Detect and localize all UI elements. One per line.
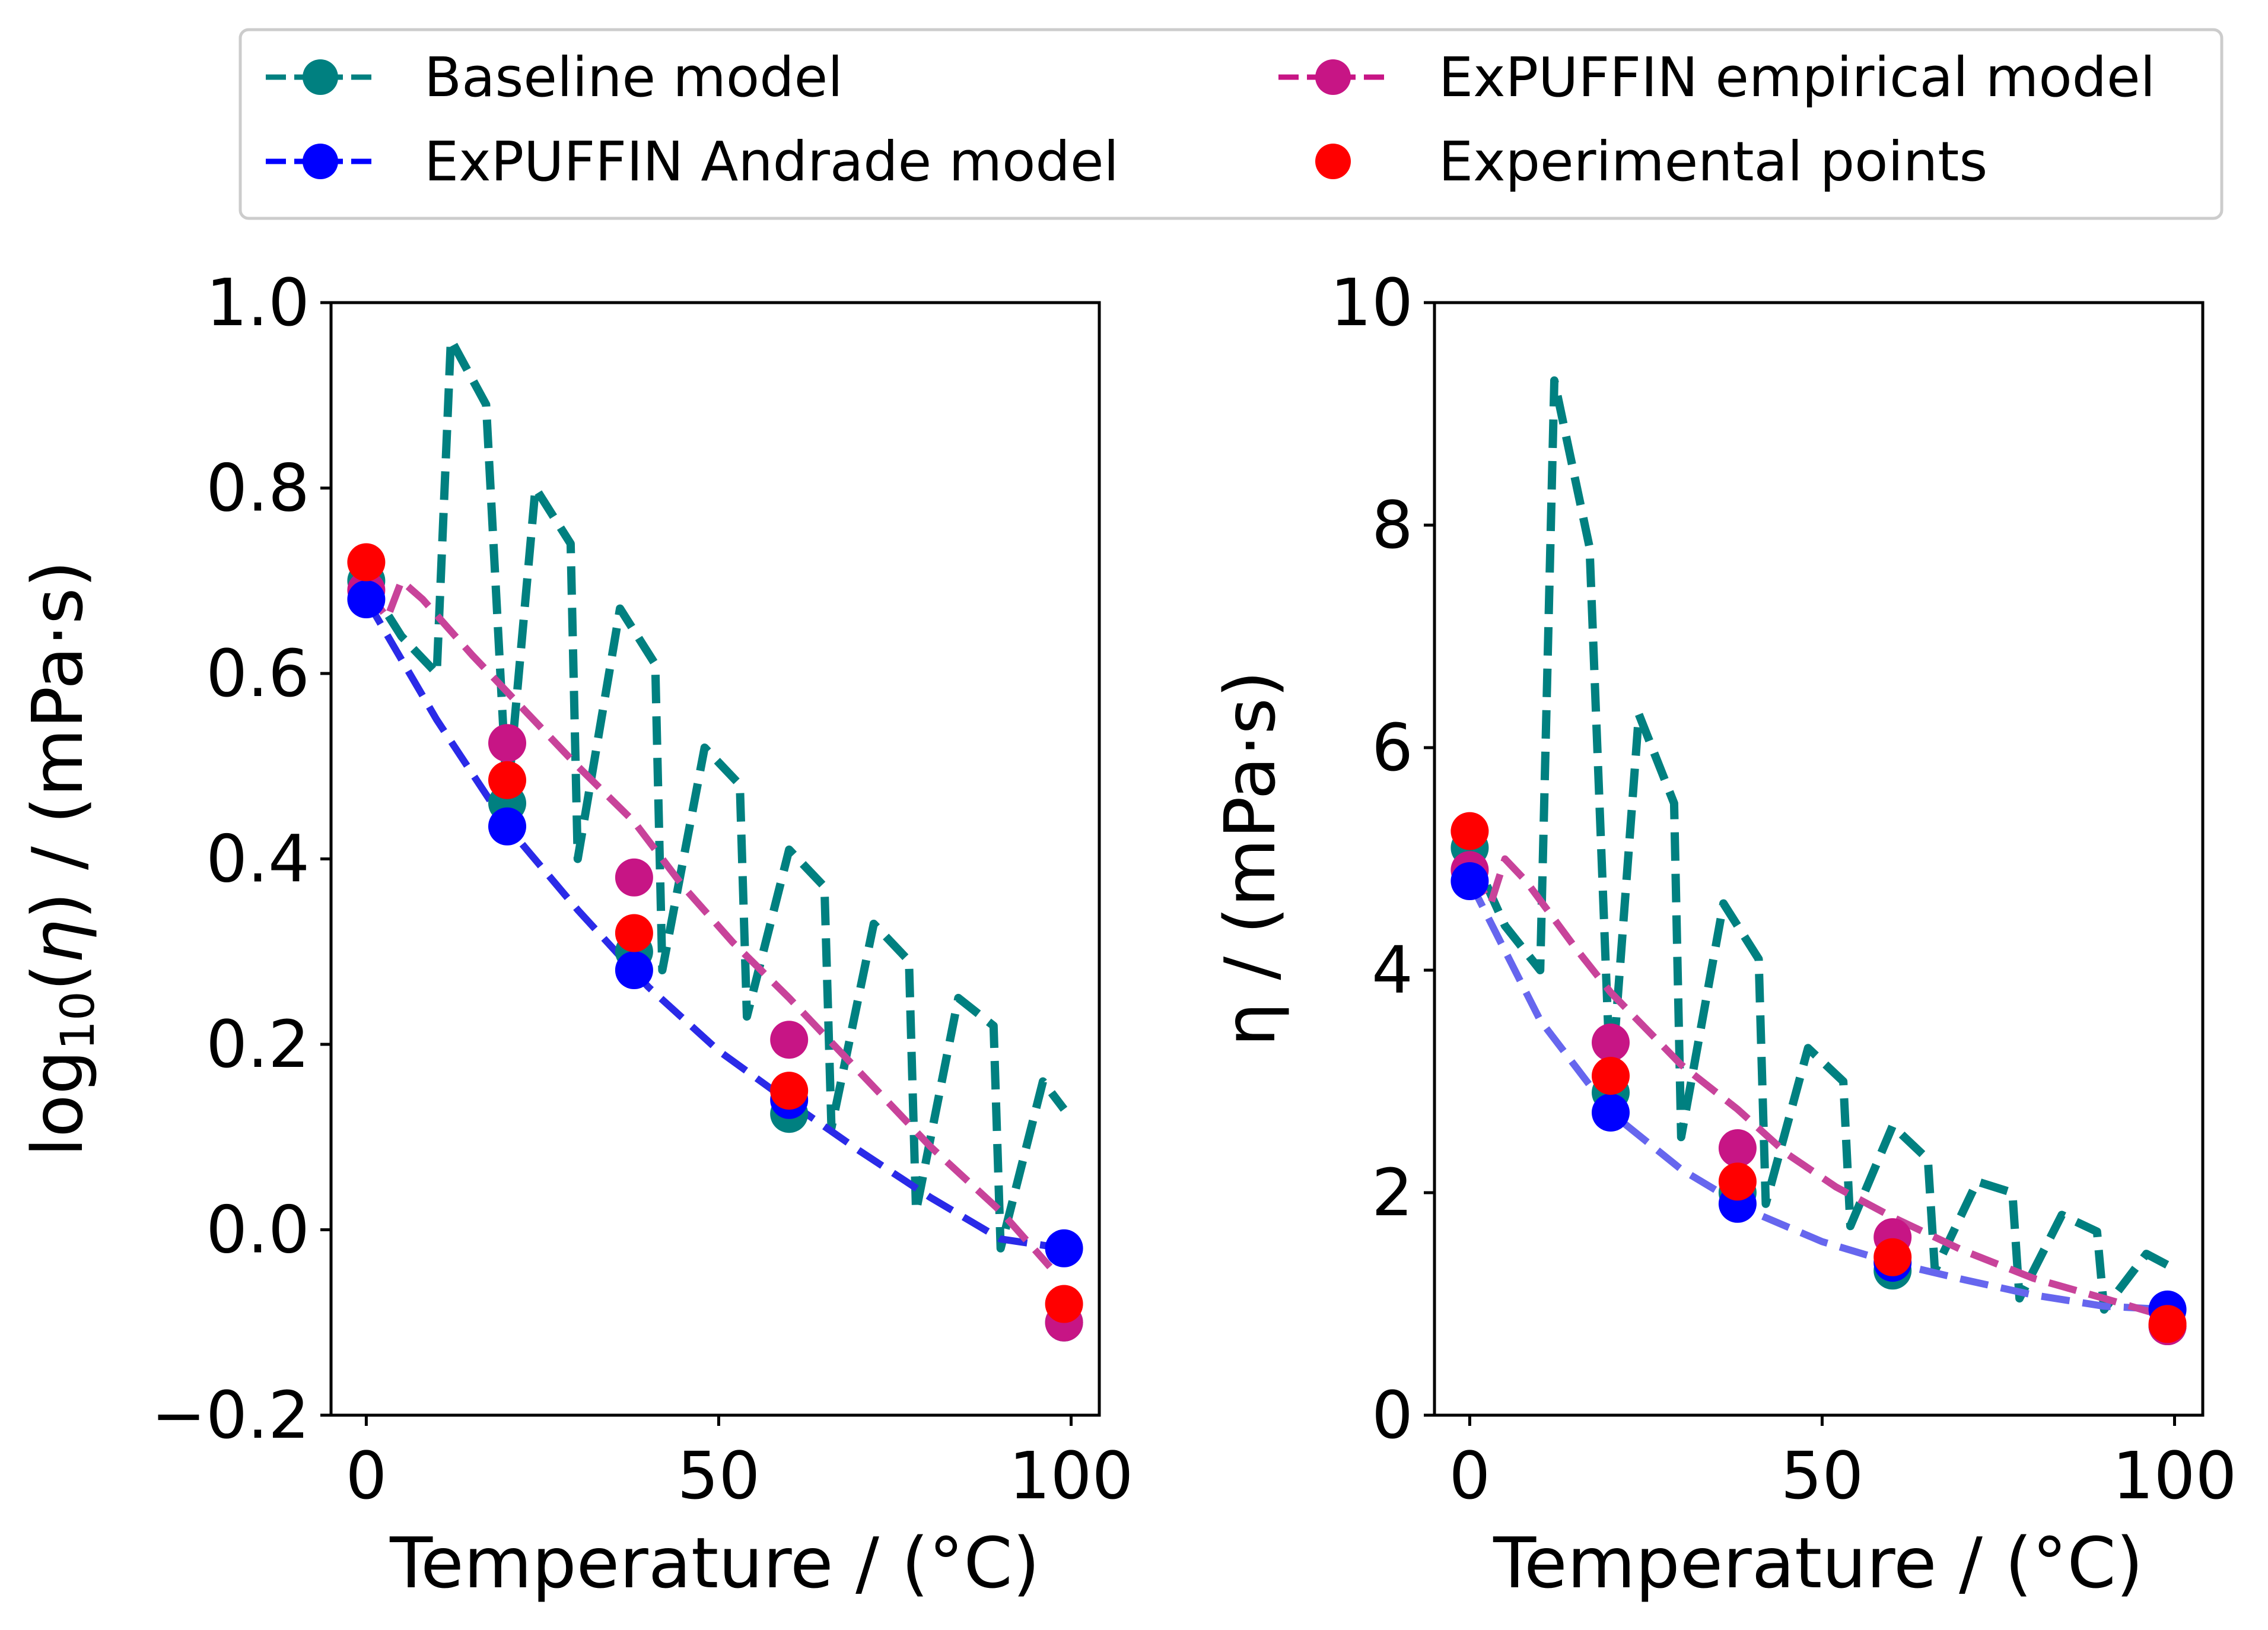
- left-baseline-line: [362, 335, 1068, 1253]
- left-y-label-units: ) / (mPa·s): [17, 561, 98, 920]
- right-x-axis-label: Temperature / (°C): [1493, 1522, 2143, 1604]
- left-empirical-line: [363, 577, 1053, 1269]
- left-experimental-point: [347, 543, 386, 582]
- legend-baseline-label: Baseline model: [424, 46, 843, 109]
- left-x-axis-label: Temperature / (°C): [389, 1522, 1040, 1604]
- left-y-label-var: η: [17, 919, 98, 964]
- right-y-tick-label: 0: [1372, 1377, 1413, 1453]
- right-y-axis-label: η / (mPa·s): [1209, 671, 1291, 1047]
- legend-andrade-marker: [303, 144, 338, 179]
- right-x-tick-label: 0: [1449, 1438, 1490, 1514]
- right-empirical-point: [1718, 1129, 1757, 1167]
- left-experimental-point: [488, 761, 526, 799]
- left-plot-frame: [329, 301, 1101, 1417]
- left-experimental-point: [1045, 1285, 1083, 1323]
- left-y-tick-label: −0.2: [151, 1377, 310, 1453]
- right-empirical-line: [1467, 855, 2155, 1317]
- right-experimental-point: [1592, 1057, 1630, 1095]
- left-y-tick-label: 1.0: [206, 265, 310, 341]
- left-series-layer: [347, 335, 1083, 1342]
- right-axes-layer: 0 50 100 0 2 4 6 8 10: [1330, 265, 2237, 1514]
- left-y-label-paren: (: [17, 964, 98, 991]
- left-y-axis-label: log10(η) / (mPa·s): [17, 561, 105, 1157]
- left-andrade-point: [488, 807, 526, 846]
- left-andrade-point: [347, 580, 386, 618]
- left-empirical-point: [770, 1021, 809, 1059]
- right-baseline-line: [1466, 376, 2170, 1314]
- left-empirical-point: [615, 858, 653, 897]
- left-y-tick-label: 0.0: [206, 1192, 310, 1268]
- right-experimental-point: [2148, 1305, 2187, 1343]
- right-panel: 0 50 100 0 2 4 6 8 10 Temperature / (°C) η / (mP…: [1209, 265, 2237, 1604]
- right-experimental-point: [1873, 1238, 1912, 1276]
- left-experimental-point: [615, 914, 653, 952]
- left-axes-layer: 0 50 100 −0.2 0.0 0.2 0.4 0.6 0.8 1.0: [151, 265, 1134, 1514]
- left-panel: 0 50 100 −0.2 0.0 0.2 0.4 0.6 0.8 1.0 Temperature…: [17, 265, 1133, 1604]
- right-y-tick-label: 8: [1372, 487, 1413, 563]
- legend-experimental-label: Experimental points: [1439, 130, 1987, 193]
- left-y-tick-label: 0.4: [206, 821, 310, 897]
- right-y-tick-label: 10: [1330, 265, 1413, 341]
- left-x-tick-label: 50: [677, 1438, 760, 1514]
- right-series-layer: [1450, 376, 2187, 1345]
- left-andrade-point: [615, 951, 653, 989]
- left-experimental-point: [770, 1072, 809, 1110]
- left-x-tick-label: 0: [345, 1438, 387, 1514]
- right-andrade-point: [1450, 862, 1489, 900]
- right-x-tick-label: 50: [1780, 1438, 1863, 1514]
- left-y-label-func: log: [17, 1050, 98, 1157]
- right-y-tick-label: 4: [1372, 932, 1413, 1008]
- legend: Baseline model ExPUFFIN empirical model …: [238, 28, 2224, 220]
- left-y-label-sub: 10: [52, 991, 105, 1050]
- legend-experimental-marker: [1315, 144, 1351, 179]
- legend-andrade-label: ExPUFFIN Andrade model: [424, 130, 1119, 193]
- right-andrade-point: [1592, 1094, 1630, 1132]
- left-andrade-point: [1045, 1229, 1083, 1267]
- left-empirical-point: [488, 724, 526, 762]
- legend-empirical-label: ExPUFFIN empirical model: [1439, 46, 2155, 109]
- right-plot-frame: [1433, 301, 2205, 1417]
- right-empirical-point: [1592, 1023, 1630, 1062]
- legend-empirical-marker: [1315, 59, 1351, 95]
- left-y-tick-label: 0.8: [206, 450, 310, 526]
- right-experimental-point: [1718, 1162, 1757, 1201]
- right-x-tick-label: 100: [2112, 1438, 2237, 1514]
- legend-baseline-marker: [303, 59, 338, 95]
- left-andrade-line: [363, 597, 1065, 1252]
- left-y-tick-label: 0.6: [206, 636, 310, 711]
- left-y-tick-label: 0.2: [206, 1006, 310, 1082]
- right-andrade-line: [1467, 879, 2168, 1313]
- legend-frame: [238, 28, 2224, 220]
- right-experimental-point: [1450, 812, 1489, 850]
- left-x-tick-label: 100: [1009, 1438, 1133, 1514]
- right-y-tick-label: 6: [1372, 710, 1413, 786]
- right-y-tick-label: 2: [1372, 1155, 1413, 1231]
